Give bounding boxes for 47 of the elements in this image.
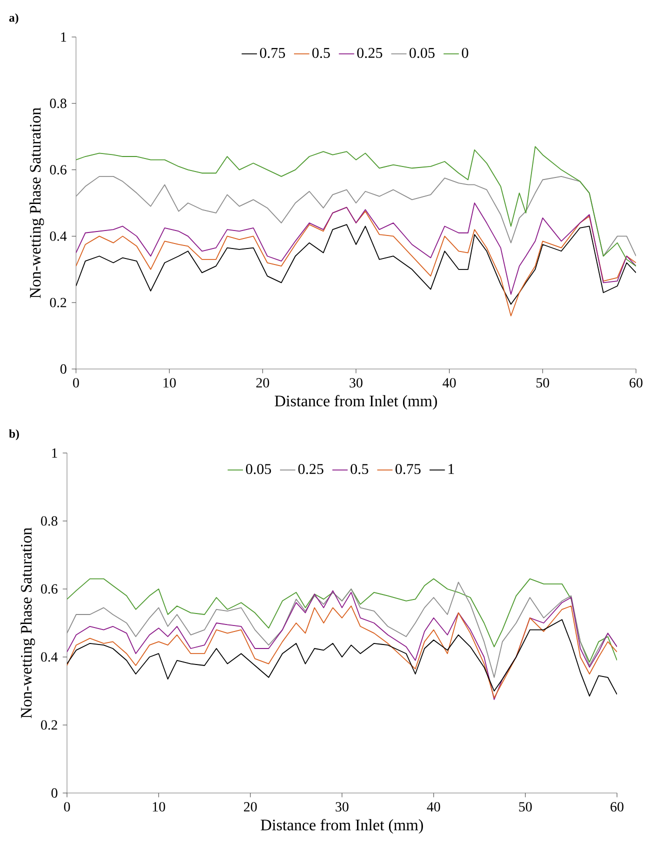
legend-label: 0 bbox=[462, 48, 468, 58]
legend-label: 0.25 bbox=[298, 464, 324, 474]
y-tick-label: 0.6 bbox=[40, 584, 58, 594]
y-tick-label: 0.2 bbox=[50, 298, 66, 308]
x-tick-label: 10 bbox=[152, 802, 166, 812]
y-tick-label: 0.6 bbox=[50, 165, 66, 175]
y-tick-label: 0.4 bbox=[50, 231, 67, 241]
legend-label: 0.05 bbox=[246, 464, 271, 474]
line-series bbox=[67, 590, 617, 700]
legend-label: 0.05 bbox=[410, 48, 435, 58]
y-tick-label: 0.4 bbox=[40, 652, 58, 662]
y-tick-label: 0.8 bbox=[40, 516, 58, 526]
legend-label: 0.75 bbox=[260, 48, 285, 58]
x-tick-label: 30 bbox=[336, 802, 348, 812]
chart-title: a) bbox=[9, 13, 18, 24]
legend-label: 0.75 bbox=[396, 464, 421, 474]
legend-label: 0.5 bbox=[350, 464, 368, 474]
x-tick-label: 30 bbox=[350, 378, 362, 388]
line-series bbox=[67, 578, 617, 663]
legend-label: 1 bbox=[448, 464, 454, 474]
x-tick-label: 10 bbox=[164, 378, 176, 388]
x-axis-title: Distance from Inlet (mm) bbox=[260, 819, 423, 834]
y-tick-label: 0 bbox=[60, 364, 66, 374]
x-tick-label: 60 bbox=[630, 378, 642, 388]
x-tick-label: 20 bbox=[244, 802, 257, 812]
y-axis-title: Non-wetting Phase Saturation bbox=[20, 528, 35, 718]
line-series bbox=[76, 224, 636, 305]
y-tick-label: 0.2 bbox=[40, 720, 58, 730]
y-tick-label: 1 bbox=[52, 448, 58, 458]
y-axis-title: Non-wetting Phase Saturation bbox=[29, 108, 44, 298]
y-tick-label: 0 bbox=[51, 788, 58, 798]
line-series bbox=[67, 619, 617, 697]
y-tick-label: 1 bbox=[61, 32, 66, 42]
x-axis-title: Distance from Inlet (mm) bbox=[274, 395, 437, 410]
x-tick-label: 50 bbox=[536, 378, 550, 388]
x-tick-label: 60 bbox=[610, 802, 624, 812]
x-tick-label: 40 bbox=[426, 802, 440, 812]
y-tick-label: 0.8 bbox=[50, 98, 66, 108]
line-series bbox=[76, 176, 636, 257]
legend-label: 0.25 bbox=[357, 48, 382, 58]
line-series bbox=[67, 606, 617, 698]
x-tick-label: 50 bbox=[519, 802, 532, 812]
x-tick-label: 40 bbox=[442, 378, 456, 388]
x-tick-label: 20 bbox=[256, 378, 270, 388]
chart-title: b) bbox=[9, 429, 19, 440]
legend-label: 0.5 bbox=[312, 48, 330, 58]
x-tick-label: 0 bbox=[73, 378, 79, 388]
